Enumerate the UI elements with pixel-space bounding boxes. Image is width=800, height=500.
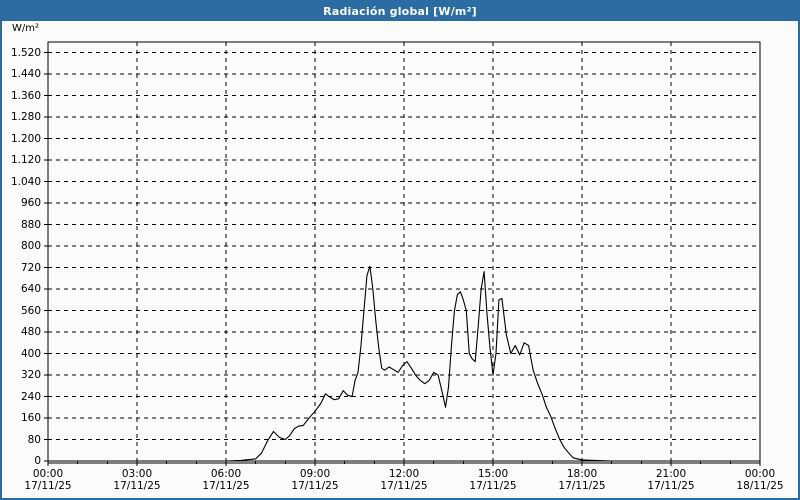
axis-ticks bbox=[44, 52, 761, 466]
x-axis-tick-label: 00:00 18/11/25 bbox=[736, 468, 783, 492]
y-axis-tick-label: 0 bbox=[34, 455, 41, 467]
y-axis-tick-label: 1.200 bbox=[10, 132, 41, 145]
y-axis-tick-label: 1.040 bbox=[10, 175, 41, 188]
chart-plot-region: 1.520 1.440 1.360 1.280 1.200 1.120 1.040 960 88… bbox=[2, 21, 798, 498]
y-axis-tick-label: 1.440 bbox=[10, 68, 41, 81]
y-axis-tick-label: 320 bbox=[20, 369, 41, 382]
plot-frame bbox=[47, 41, 761, 464]
x-tick-date: 17/11/25 bbox=[113, 480, 161, 492]
y-axis-tick-label: 640 bbox=[20, 283, 41, 296]
x-tick-date: 17/11/25 bbox=[380, 480, 428, 492]
y-axis-tick-label: 1.360 bbox=[10, 89, 41, 102]
x-tick-time: 00:00 bbox=[744, 468, 776, 480]
x-tick-time: 06:00 bbox=[210, 468, 242, 480]
window-title-bar: Radiación global [W/m²] bbox=[2, 2, 798, 21]
x-axis-tick-label: 06:00 17/11/25 bbox=[202, 468, 249, 492]
y-axis-tick-label: 1.520 bbox=[10, 46, 41, 59]
y-axis-tick-label: 160 bbox=[20, 412, 41, 425]
x-tick-date: 18/11/25 bbox=[736, 480, 784, 492]
x-axis-tick-label: 15:00 17/11/25 bbox=[469, 468, 516, 492]
y-axis-tick-label: 720 bbox=[20, 261, 41, 274]
grid-lines bbox=[48, 42, 760, 461]
x-tick-time: 09:00 bbox=[299, 468, 331, 480]
x-tick-date: 17/11/25 bbox=[469, 480, 517, 492]
x-tick-date: 17/11/25 bbox=[558, 480, 606, 492]
y-axis-tick-label: 480 bbox=[20, 326, 41, 339]
page-title: Radiación global [W/m²] bbox=[323, 5, 477, 18]
y-axis-tick-label: 960 bbox=[20, 197, 41, 210]
x-axis-tick-label: 03:00 17/11/25 bbox=[113, 468, 160, 492]
y-axis-tick-label: 240 bbox=[20, 390, 41, 403]
y-axis-tick-label: 560 bbox=[20, 304, 41, 317]
y-axis-tick-label: 880 bbox=[20, 218, 41, 231]
x-tick-time: 03:00 bbox=[121, 468, 153, 480]
x-tick-time: 18:00 bbox=[566, 468, 598, 480]
y-axis-tick-label: 80 bbox=[27, 433, 41, 446]
x-tick-time: 12:00 bbox=[388, 468, 420, 480]
y-axis-tick-label: 800 bbox=[20, 240, 41, 253]
x-tick-time: 00:00 bbox=[32, 468, 64, 480]
x-axis-tick-label: 00:00 17/11/25 bbox=[24, 468, 71, 492]
x-tick-date: 17/11/25 bbox=[291, 480, 339, 492]
x-axis-tick-label: 09:00 17/11/25 bbox=[291, 468, 338, 492]
chart-svg bbox=[44, 41, 761, 466]
y-axis-tick-label: 1.120 bbox=[10, 154, 41, 167]
x-axis-tick-label: 21:00 17/11/25 bbox=[647, 468, 694, 492]
x-tick-date: 17/11/25 bbox=[24, 480, 72, 492]
data-series-line bbox=[47, 265, 761, 462]
x-axis-tick-label: 12:00 17/11/25 bbox=[380, 468, 427, 492]
x-tick-time: 15:00 bbox=[477, 468, 509, 480]
x-tick-date: 17/11/25 bbox=[202, 480, 250, 492]
x-axis-tick-label: 18:00 17/11/25 bbox=[558, 468, 605, 492]
y-axis-tick-label: 1.280 bbox=[10, 111, 41, 124]
x-tick-date: 17/11/25 bbox=[647, 480, 695, 492]
y-axis-tick-label: 400 bbox=[20, 347, 41, 360]
x-tick-time: 21:00 bbox=[655, 468, 687, 480]
y-axis-unit-label: W/m² bbox=[12, 23, 40, 34]
